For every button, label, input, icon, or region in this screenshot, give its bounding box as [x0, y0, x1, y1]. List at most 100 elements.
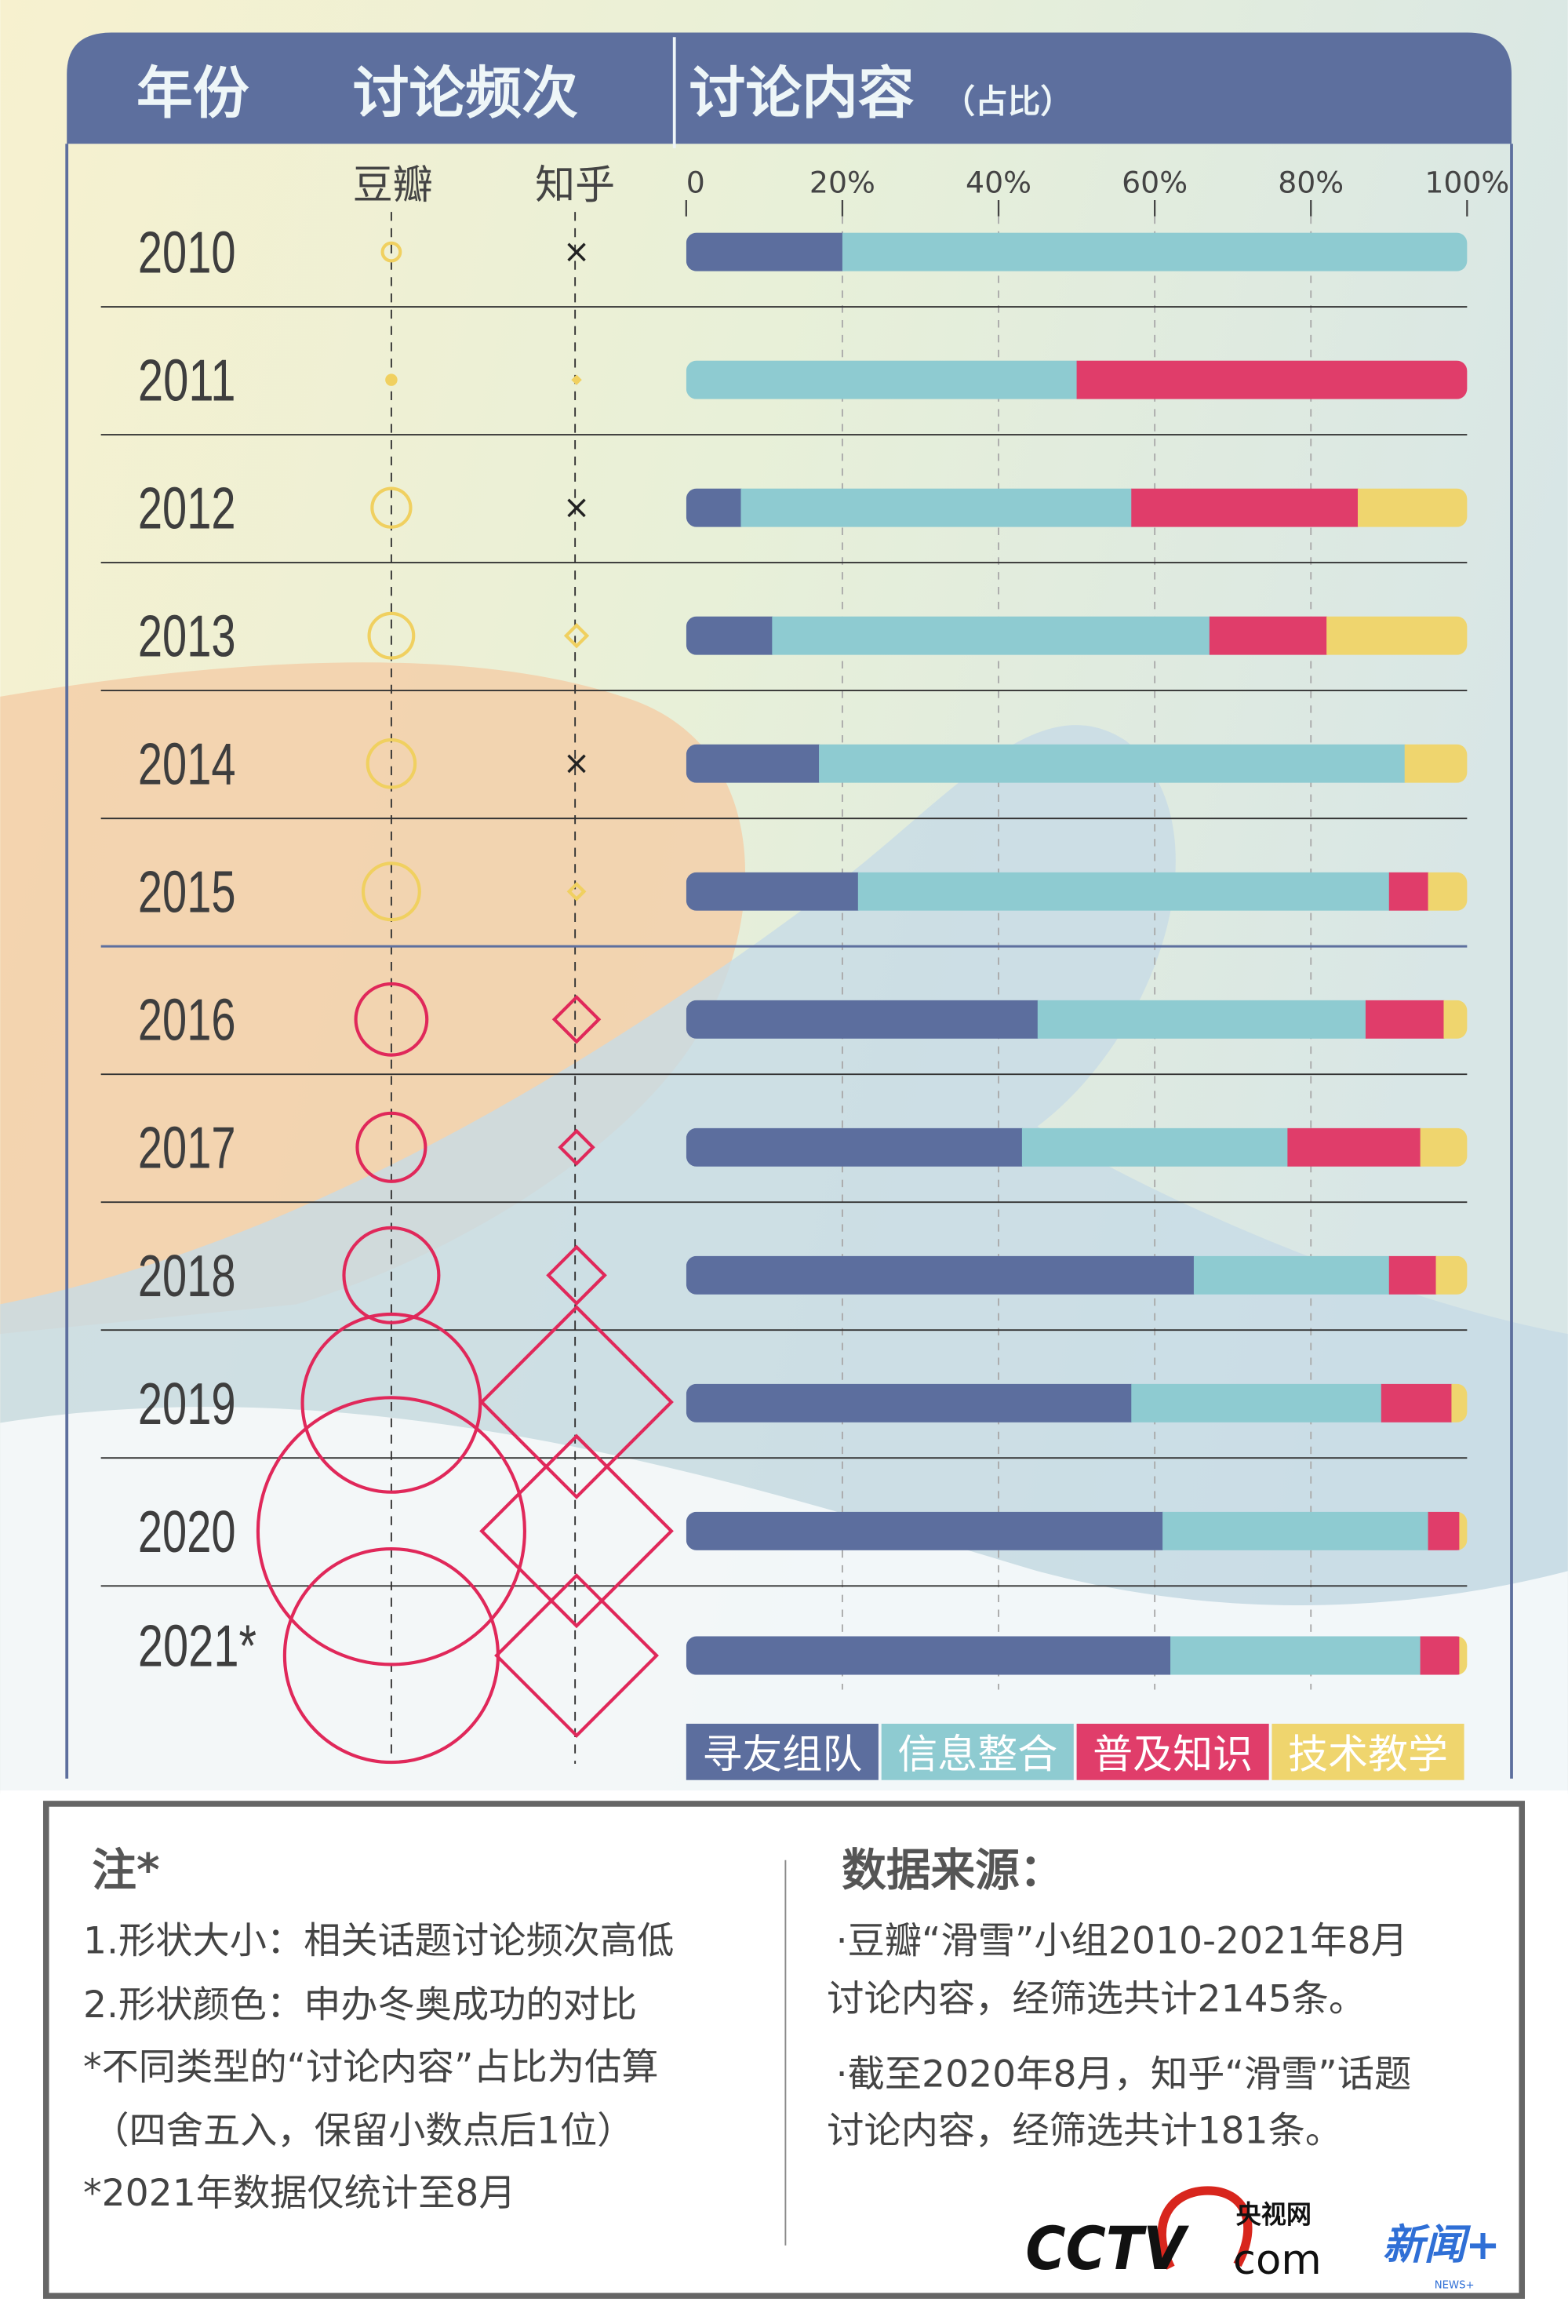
douban-frequency-circle [385, 373, 398, 386]
douban-frequency-circle [300, 1312, 482, 1494]
x-tick-label: 60% [1122, 166, 1188, 200]
stacked-bar-2012 [686, 488, 1468, 527]
cctv-logo-cn: 央视网 [1236, 2200, 1312, 2230]
bar-segment-信息整合 [842, 232, 1468, 271]
bar-segment-寻友组队 [686, 1383, 1133, 1422]
x-tick-label: 80% [1278, 166, 1344, 200]
bar-segment-寻友组队 [686, 1000, 1039, 1039]
bar-segment-寻友组队 [686, 616, 773, 655]
douban-frequency-circle [366, 738, 417, 789]
zhihu-frequency-diamond [479, 1433, 674, 1629]
year-label: 2020 [138, 1499, 236, 1565]
stacked-bar-2015 [686, 872, 1468, 911]
year-label: 2013 [138, 604, 236, 670]
note-line: 2.形状颜色：申办冬奥成功的对比 [83, 1983, 637, 2027]
legend-label: 寻友组队 [702, 1732, 862, 1779]
year-label: 2011 [138, 348, 236, 414]
bar-segment-技术教学 [1459, 1636, 1468, 1675]
year-label: 2010 [138, 220, 236, 286]
source-line: ·截至2020年8月，知乎“滑雪”话题 [836, 2053, 1412, 2096]
notes-box [42, 1801, 1526, 2299]
year-label: 2012 [138, 476, 236, 542]
zhihu-none-marker: × [563, 743, 591, 781]
year-label: 2021* [138, 1613, 256, 1679]
stacked-bar-2021* [686, 1636, 1468, 1675]
year-label: 2017 [138, 1116, 236, 1182]
header-content: 讨论内容 [689, 60, 915, 126]
zhihu-none-marker: × [563, 231, 591, 270]
bar-segment-普及知识 [1209, 616, 1328, 655]
legend-swatch [881, 1723, 1074, 1780]
bar-segment-信息整合 [1193, 1255, 1390, 1295]
bar-segment-信息整合 [1037, 1000, 1366, 1039]
x-tick-label: 20% [809, 166, 875, 200]
douban-frequency-circle [256, 1396, 526, 1667]
stacked-bar-2016 [686, 1000, 1468, 1039]
douban-frequency-circle [370, 486, 413, 529]
legend-item: 技术教学 [1271, 1723, 1464, 1780]
news-plus-logo-text: 新闻+ [1383, 2221, 1501, 2269]
cctv-logo: CCTV 央视网 com [1025, 2186, 1322, 2284]
bar-segment-技术教学 [1404, 744, 1468, 783]
zhihu-frequency-diamond [479, 1305, 674, 1499]
x-axis-ticks: 0 20% 40% 60% 80% 100% [685, 166, 1509, 1690]
bar-segment-普及知识 [1365, 1000, 1445, 1039]
bar-segment-寻友组队 [686, 1511, 1164, 1550]
source-line: 讨论内容，经筛选共计181条。 [827, 2110, 1342, 2153]
source-line: 讨论内容，经筛选共计2145条。 [827, 1977, 1366, 2020]
x-tick-label: 0 [686, 166, 705, 200]
bar-segment-普及知识 [1428, 1511, 1461, 1550]
bar-segment-寻友组队 [686, 488, 742, 527]
bar-segment-寻友组队 [686, 872, 859, 911]
legend-label: 技术教学 [1288, 1732, 1448, 1779]
douban-frequency-circle [342, 1226, 441, 1324]
legend: 寻友组队 信息整合 普及知识 技术教学 [686, 1723, 1464, 1780]
bar-segment-技术教学 [1435, 1255, 1468, 1295]
note-line: *不同类型的“讨论内容”占比为估算 [83, 2045, 659, 2089]
year-label: 2018 [138, 1244, 236, 1310]
stacked-bar-2014 [686, 744, 1468, 783]
year-label: 2015 [138, 860, 236, 926]
legend-label: 普及知识 [1093, 1732, 1253, 1779]
legend-swatch [686, 1723, 879, 1780]
bar-segment-普及知识 [1388, 1255, 1437, 1295]
bar-segment-信息整合 [1131, 1383, 1382, 1422]
bar-segment-技术教学 [1451, 1383, 1468, 1422]
note-line: *2021年数据仅统计至8月 [83, 2172, 516, 2215]
x-tick-label: 40% [966, 166, 1031, 200]
bar-segment-信息整合 [1170, 1636, 1421, 1675]
source-title: 数据来源： [842, 1845, 1064, 1896]
zhihu-none-marker: × [563, 487, 591, 526]
header-frequency: 讨论频次 [353, 60, 578, 126]
stacked-bar-2019 [686, 1383, 1468, 1422]
cctv-logo-arc [1157, 2186, 1253, 2270]
zhihu-frequency-diamond [558, 1128, 595, 1167]
bar-segment-信息整合 [857, 872, 1390, 911]
bar-segment-普及知识 [1388, 872, 1429, 911]
bar-segment-技术教学 [1420, 1127, 1468, 1167]
bar-segment-普及知识 [1076, 360, 1468, 399]
zhihu-frequency-diamond [551, 995, 602, 1044]
source-line: ·豆瓣“滑雪”小组2010-2021年8月 [836, 1920, 1408, 1963]
column-douban: 豆瓣 [353, 162, 433, 209]
bar-segment-寻友组队 [686, 1127, 1023, 1167]
stacked-bar-2018 [686, 1255, 1468, 1295]
bar-segment-普及知识 [1287, 1127, 1421, 1167]
news-plus-logo: 新闻+ NEWS+ [1383, 2221, 1501, 2292]
legend-swatch [1271, 1723, 1464, 1780]
bar-segment-寻友组队 [686, 1255, 1195, 1295]
news-plus-logo-en: NEWS+ [1435, 2280, 1475, 2292]
bar-segment-信息整合 [740, 488, 1133, 527]
notes-title: 注* [92, 1845, 159, 1896]
year-label: 2019 [138, 1371, 236, 1437]
bar-segment-信息整合 [686, 360, 1078, 399]
bar-segment-寻友组队 [686, 232, 843, 271]
douban-frequency-circle [380, 241, 402, 263]
rows: 2010 2011 2012 2013 2014 2015 2016 2017 2018 2019… [100, 220, 1468, 1679]
year-label: 2016 [138, 988, 236, 1054]
bar-segment-普及知识 [1381, 1383, 1453, 1422]
legend-item: 寻友组队 [686, 1723, 879, 1780]
column-zhihu: 知乎 [535, 162, 615, 209]
bar-segment-信息整合 [1021, 1127, 1289, 1167]
header-content-sub: （占比） [943, 82, 1073, 121]
